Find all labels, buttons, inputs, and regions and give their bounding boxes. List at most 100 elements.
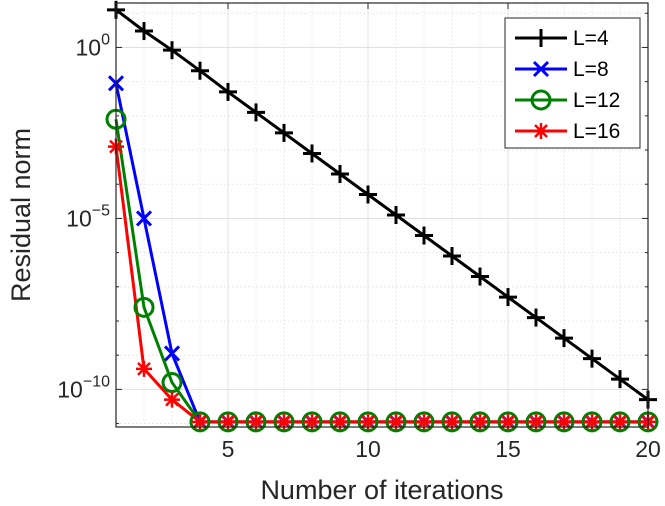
circle-mark xyxy=(609,411,631,433)
series-markers xyxy=(105,0,659,433)
circle-mark xyxy=(245,411,267,433)
ast-d2 xyxy=(445,414,459,429)
series-line-l4 xyxy=(115,8,649,401)
y-axis-label: Residual norm xyxy=(6,128,36,302)
data-marker xyxy=(497,411,519,433)
data-marker xyxy=(163,41,181,60)
circle-mark xyxy=(161,372,183,394)
data-marker xyxy=(443,247,461,266)
data-marker xyxy=(329,411,351,433)
x-stroke-2 xyxy=(532,60,550,78)
circle-mark xyxy=(217,411,239,433)
legend-label: L=4 xyxy=(573,27,609,50)
data-marker xyxy=(301,411,323,433)
y-tick-exponent: −5 xyxy=(92,202,110,219)
ast-d2 xyxy=(361,414,375,429)
ast-d2 xyxy=(417,414,431,429)
legend-item: L=4 xyxy=(515,27,609,50)
ast-d2 xyxy=(193,414,207,429)
ast-d2 xyxy=(501,414,515,429)
y-tick-label: 10−5 xyxy=(66,202,110,231)
circle-mark xyxy=(189,411,211,433)
data-marker xyxy=(444,413,460,430)
data-marker xyxy=(387,206,405,224)
data-marker xyxy=(530,89,552,111)
data-marker xyxy=(471,267,489,286)
legend-label: L=12 xyxy=(573,89,620,112)
x-tick-label: 5 xyxy=(222,436,235,462)
data-marker xyxy=(357,411,379,433)
x-stroke-2 xyxy=(135,210,153,227)
data-marker xyxy=(469,411,491,433)
data-marker xyxy=(555,329,573,348)
ast-d2 xyxy=(534,124,548,138)
legend-item: L=16 xyxy=(515,120,620,143)
data-marker xyxy=(385,411,407,433)
ast-d2 xyxy=(277,414,291,429)
ast-d2 xyxy=(333,414,347,429)
data-marker xyxy=(532,29,550,47)
data-marker xyxy=(583,349,601,368)
ast-d2 xyxy=(165,392,179,407)
ast-d2 xyxy=(613,414,627,429)
y-tick-base: 10 xyxy=(57,376,83,402)
x-axis-label: Number of iterations xyxy=(260,475,503,505)
ast-d2 xyxy=(137,361,151,376)
ast-d2 xyxy=(389,414,403,429)
circle-mark xyxy=(469,411,491,433)
data-marker xyxy=(191,61,209,80)
data-marker xyxy=(359,185,377,204)
series-markers-l12 xyxy=(105,108,659,433)
data-marker xyxy=(413,411,435,433)
ast-d2 xyxy=(249,414,263,429)
circle-mark xyxy=(497,411,519,433)
circle-mark xyxy=(553,411,575,433)
x-tick-labels: 5 10 15 20 xyxy=(222,436,661,462)
ast-d2 xyxy=(473,414,487,429)
data-marker xyxy=(533,123,549,139)
legend: L=4 L=8 L=12 L=16 xyxy=(504,17,641,149)
circle-mark xyxy=(525,411,547,433)
y-tick-label: 10−10 xyxy=(57,373,110,402)
data-marker xyxy=(192,413,208,430)
data-marker xyxy=(189,411,211,433)
data-marker xyxy=(525,411,547,433)
x-tick-label: 10 xyxy=(355,436,381,462)
x-tick-label: 15 xyxy=(495,436,521,462)
data-marker xyxy=(163,345,181,362)
ast-d2 xyxy=(305,414,319,429)
data-marker xyxy=(553,411,575,433)
data-marker xyxy=(135,22,153,41)
data-marker xyxy=(609,411,631,433)
data-marker xyxy=(360,413,376,430)
circle-mark xyxy=(413,411,435,433)
ast-d2 xyxy=(529,414,543,429)
y-tick-exponent: −10 xyxy=(83,373,110,390)
data-marker xyxy=(161,372,183,394)
data-marker xyxy=(611,370,629,389)
x-stroke-2 xyxy=(163,345,181,362)
legend-label: L=16 xyxy=(573,120,620,143)
data-marker xyxy=(136,360,152,377)
circle-mark xyxy=(385,411,407,433)
ast-d2 xyxy=(221,414,235,429)
data-marker xyxy=(273,411,295,433)
data-marker xyxy=(133,296,155,318)
legend-item: L=12 xyxy=(515,89,620,112)
circle-mark xyxy=(301,411,323,433)
y-tick-base: 10 xyxy=(76,34,102,60)
data-marker xyxy=(441,411,463,433)
circle-mark xyxy=(581,411,603,433)
data-marker xyxy=(415,226,433,245)
data-marker xyxy=(303,144,321,163)
data-marker xyxy=(217,411,239,433)
y-tick-label: 100 xyxy=(76,31,111,60)
y-tick-exponent: 0 xyxy=(101,31,110,48)
circle-mark xyxy=(530,89,552,111)
ast-d2 xyxy=(585,414,599,429)
data-marker xyxy=(499,288,517,307)
data-marker xyxy=(581,411,603,433)
circle-mark xyxy=(357,411,379,433)
